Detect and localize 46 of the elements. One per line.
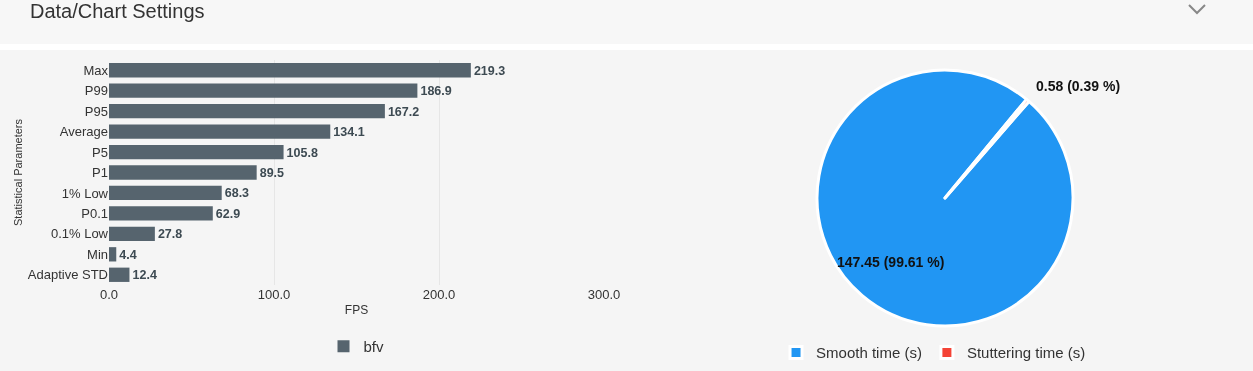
data-label: 68.3 bbox=[224, 186, 250, 201]
data-label: 219.3 bbox=[473, 63, 506, 78]
y-tick-label: 1% Low bbox=[61, 185, 109, 201]
bar bbox=[109, 144, 284, 160]
bar bbox=[109, 124, 331, 139]
data-label: 89.5 bbox=[259, 165, 285, 180]
y-tick-label: P99 bbox=[84, 83, 108, 99]
legend-label: Stuttering time (s) bbox=[966, 344, 1086, 362]
data-label: 62.9 bbox=[215, 206, 241, 221]
x-tick-label: 100.0 bbox=[257, 287, 291, 302]
data-label: 134.1 bbox=[333, 125, 365, 140]
bar bbox=[109, 165, 257, 180]
data-label: 147.45 (99.61 %) bbox=[837, 254, 945, 270]
y-tick-label: P95 bbox=[84, 103, 108, 119]
y-tick-label: P1 bbox=[92, 165, 108, 181]
data-label: 12.4 bbox=[132, 268, 157, 283]
data-label: 4.4 bbox=[119, 247, 137, 262]
x-tick-label: 200.0 bbox=[422, 287, 456, 302]
x-axis-title: FPS bbox=[344, 302, 369, 317]
legend-label: bfv bbox=[363, 338, 385, 356]
bar bbox=[109, 206, 213, 221]
x-tick-label: 0.0 bbox=[99, 287, 119, 302]
bar bbox=[109, 226, 155, 242]
y-tick-label: Max bbox=[83, 62, 109, 78]
data-label: 0.58 (0.39 %) bbox=[1036, 78, 1121, 94]
data-label: 105.8 bbox=[286, 145, 318, 160]
x-tick-label: 300.0 bbox=[587, 287, 621, 302]
data-label: 186.9 bbox=[420, 84, 452, 99]
bar bbox=[109, 185, 222, 201]
data-label: 27.8 bbox=[157, 227, 183, 242]
data-label: 167.2 bbox=[387, 104, 420, 119]
y-tick-label: 0.1% Low bbox=[50, 226, 109, 242]
pie-slice bbox=[943, 97, 1031, 200]
bar bbox=[109, 247, 117, 262]
y-tick-label: P0.1 bbox=[81, 205, 108, 221]
bar bbox=[109, 103, 385, 119]
bar bbox=[109, 83, 418, 98]
y-axis-title: Statistical Parameters bbox=[12, 118, 25, 226]
chart-title: Data/Chart Settings bbox=[30, 0, 205, 24]
y-tick-label: Average bbox=[59, 124, 108, 140]
y-tick-label: Adaptive STD bbox=[27, 267, 108, 283]
bar bbox=[109, 63, 471, 78]
y-tick-label: Min bbox=[87, 246, 108, 262]
legend-label: Smooth time (s) bbox=[816, 344, 922, 362]
y-tick-label: P5 bbox=[92, 144, 108, 160]
bar bbox=[109, 267, 130, 282]
